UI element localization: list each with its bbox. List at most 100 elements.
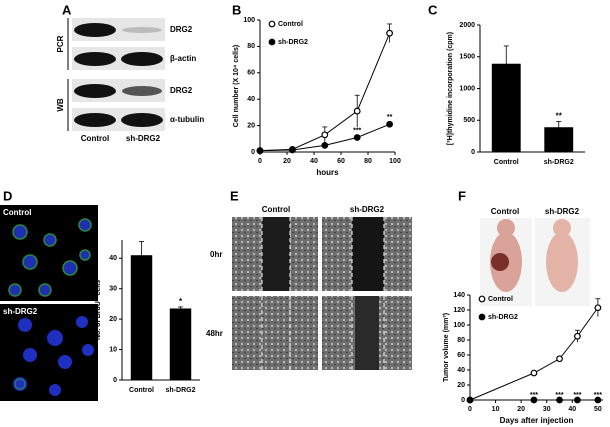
x-tick-label: 50 xyxy=(594,406,602,413)
x-tick-label: 20 xyxy=(517,406,525,413)
x-tick-label: 0 xyxy=(468,406,472,413)
point xyxy=(386,120,394,128)
wound-row: 0hr xyxy=(210,250,222,259)
x-axis-label: hours xyxy=(316,168,339,177)
panel-letter: A xyxy=(62,2,72,17)
annotation: ** xyxy=(556,112,563,121)
blot-column: sh-DRG2 xyxy=(126,134,161,143)
y-tick-label: 20 xyxy=(457,382,465,389)
x-tick-label: 0 xyxy=(258,158,262,165)
y-tick-label: 1000 xyxy=(459,85,475,92)
bar xyxy=(130,255,153,380)
x-tick-label: 10 xyxy=(492,406,500,413)
mouse-label: sh-DRG2 xyxy=(545,207,580,216)
point xyxy=(321,141,329,149)
y-tick-label: 100 xyxy=(243,17,255,24)
annotation: *** xyxy=(353,127,361,134)
point xyxy=(574,396,581,404)
legend-marker xyxy=(478,313,486,321)
wound-row: 48hr xyxy=(206,329,223,338)
y-tick-label: 2000 xyxy=(459,22,475,29)
series-line xyxy=(469,307,599,401)
micrograph-label: sh-DRG2 xyxy=(3,307,38,316)
y-tick-label: 0 xyxy=(471,149,475,156)
y-axis-label: Tumor volume (mm³) xyxy=(443,313,450,382)
y-tick-label: 20 xyxy=(247,122,255,129)
annotation: *** xyxy=(530,392,538,399)
point xyxy=(530,396,538,404)
y-tick-label: 140 xyxy=(453,292,465,299)
y-axis-label: Cell number (X 10⁴ cells) xyxy=(233,45,240,127)
blot-group: WB xyxy=(56,98,65,112)
panel-letter: B xyxy=(232,2,241,17)
point xyxy=(353,107,361,115)
legend-label: sh-DRG2 xyxy=(488,314,518,321)
bar xyxy=(491,63,521,152)
y-tick-label: 40 xyxy=(247,96,255,103)
y-tick-label: 80 xyxy=(247,43,255,50)
blot-row: β-actin xyxy=(170,54,196,63)
point xyxy=(594,396,602,404)
x-axis-label: Days after injection xyxy=(500,416,574,425)
point xyxy=(594,304,602,312)
y-tick-label: 10 xyxy=(109,346,117,353)
x-tick-label: 30 xyxy=(543,406,551,413)
y-tick-label: 1500 xyxy=(459,54,475,61)
bar xyxy=(544,127,574,152)
panel-letter: D xyxy=(3,188,12,203)
point xyxy=(386,29,394,37)
annotation: * xyxy=(179,297,183,306)
blot-column: Control xyxy=(81,134,109,143)
y-tick-label: 60 xyxy=(247,70,255,77)
point xyxy=(353,134,361,141)
y-tick-label: 60 xyxy=(457,352,465,359)
point xyxy=(256,147,264,155)
annotation: *** xyxy=(594,392,602,399)
x-tick-label: 40 xyxy=(568,406,576,413)
annotation: *** xyxy=(573,392,581,399)
y-tick-label: 30 xyxy=(109,286,117,293)
x-tick-label: 100 xyxy=(389,158,401,165)
y-tick-label: 20 xyxy=(109,316,117,323)
point xyxy=(321,131,329,139)
y-axis-label: No. of BrdU⁺ cells xyxy=(95,280,102,340)
panel-letter: E xyxy=(230,188,239,203)
mouse-label: Control xyxy=(491,207,519,216)
micrograph-label: Control xyxy=(3,208,31,217)
point xyxy=(574,332,581,340)
blot-row: DRG2 xyxy=(170,86,193,95)
x-tick-label: sh-DRG2 xyxy=(544,159,574,166)
point xyxy=(556,355,563,363)
y-tick-label: 0 xyxy=(113,377,117,384)
legend-label: Control xyxy=(278,21,303,28)
x-tick-label: 80 xyxy=(364,158,372,165)
x-tick-label: sh-DRG2 xyxy=(166,387,196,394)
y-axis-label: [³H]thymidine incorporation (cpm) xyxy=(447,32,454,145)
legend-label: Control xyxy=(488,296,513,303)
y-tick-label: 40 xyxy=(109,255,117,262)
y-tick-label: 40 xyxy=(457,367,465,374)
annotation: *** xyxy=(555,392,563,399)
point xyxy=(466,396,474,404)
x-tick-label: 40 xyxy=(310,158,318,165)
micrograph xyxy=(0,205,98,401)
x-tick-label: Control xyxy=(494,159,519,166)
x-tick-label: 20 xyxy=(283,158,291,165)
legend-marker xyxy=(478,295,486,303)
blot xyxy=(67,18,165,131)
point xyxy=(289,146,296,154)
legend-marker xyxy=(268,38,276,46)
legend-label: sh-DRG2 xyxy=(278,39,308,46)
annotation: ** xyxy=(387,114,393,121)
panel-letter: F xyxy=(458,188,466,203)
y-tick-label: 0 xyxy=(461,397,465,404)
y-tick-label: 500 xyxy=(463,117,475,124)
wound-image xyxy=(232,217,412,370)
y-tick-label: 100 xyxy=(453,322,465,329)
point xyxy=(530,369,538,377)
panel-letter: C xyxy=(428,2,438,17)
wound-column: Control xyxy=(262,205,290,214)
mouse-photo xyxy=(480,218,590,306)
wound-column: sh-DRG2 xyxy=(350,205,385,214)
